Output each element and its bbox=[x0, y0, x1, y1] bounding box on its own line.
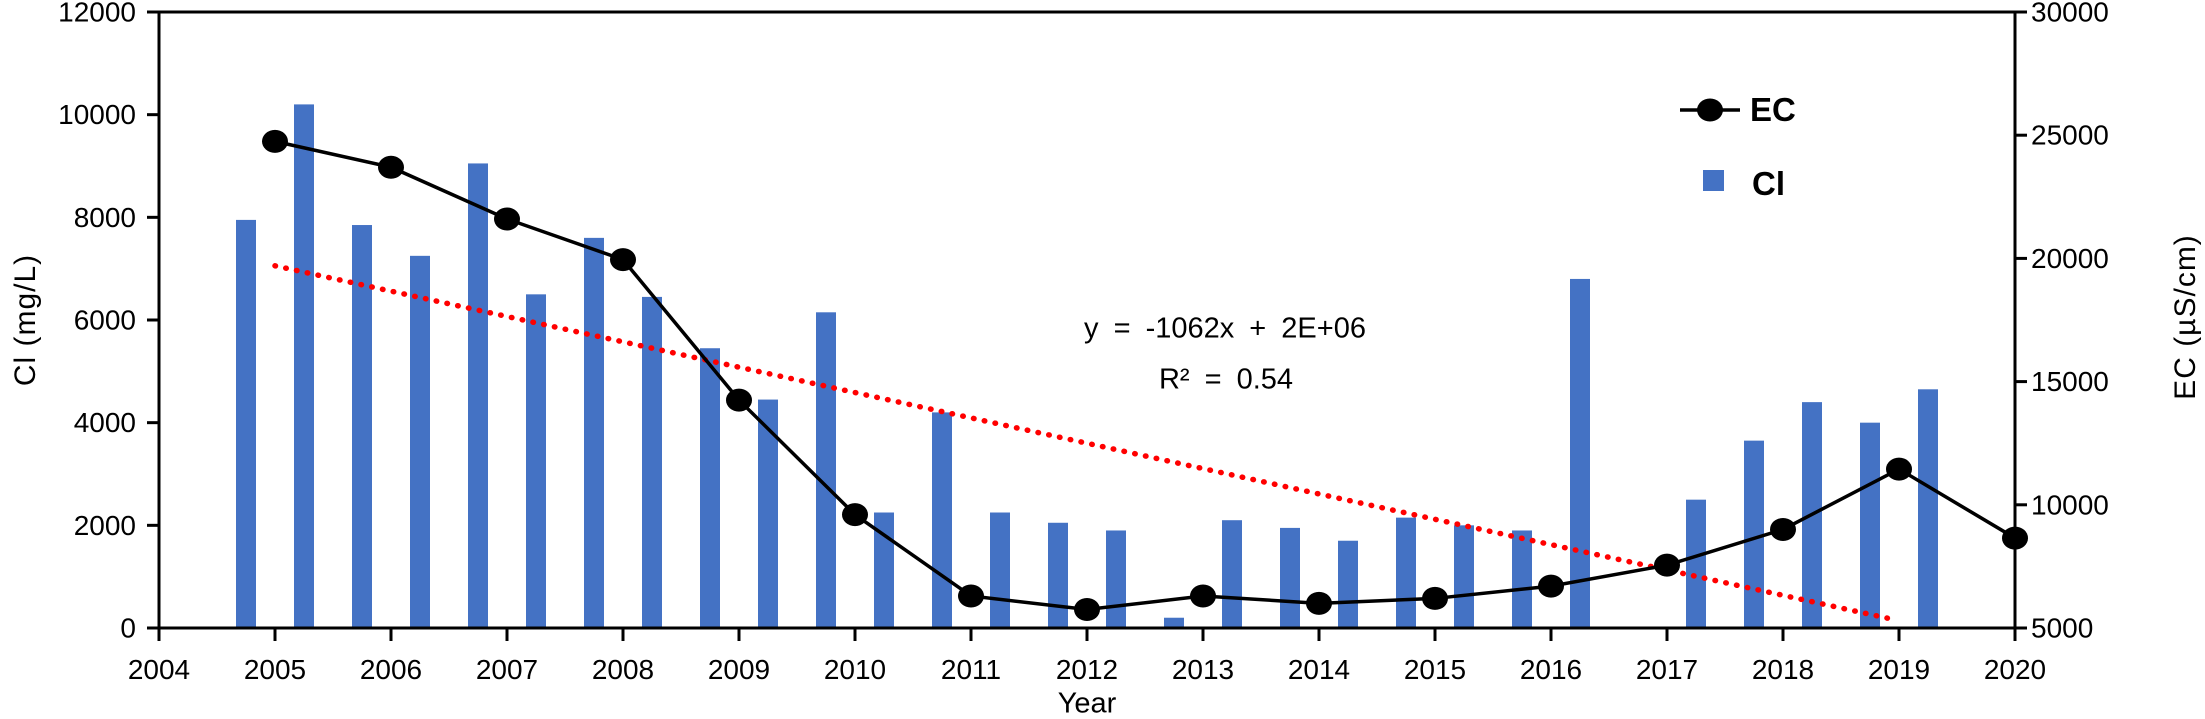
cl-bar bbox=[1454, 525, 1474, 628]
cl-square-marker-icon bbox=[1703, 170, 1724, 191]
cl-bar bbox=[526, 294, 546, 628]
ec-point bbox=[1074, 598, 1100, 622]
x-axis-tick-label: 2020 bbox=[1984, 654, 2046, 685]
cl-bar bbox=[1744, 440, 1764, 628]
cl-bar bbox=[294, 104, 314, 628]
left-axis-tick-label: 12000 bbox=[58, 0, 136, 28]
x-axis-tick-label: 2016 bbox=[1520, 654, 1582, 685]
ec-point bbox=[1306, 591, 1332, 615]
left-axis-title: Cl (mg/L) bbox=[9, 253, 42, 387]
left-axis-tick-label: 2000 bbox=[74, 510, 136, 541]
ec-point bbox=[494, 207, 520, 231]
cl-bar bbox=[1338, 540, 1358, 628]
cl-bar bbox=[700, 348, 720, 628]
ec-point bbox=[378, 155, 404, 179]
ec-point bbox=[1654, 553, 1680, 577]
cl-bar bbox=[1106, 530, 1126, 628]
cl-bar bbox=[1280, 527, 1300, 628]
x-axis-tick-label: 2009 bbox=[708, 654, 770, 685]
right-axis-tick-label: 30000 bbox=[2031, 0, 2109, 28]
ec-point bbox=[1190, 584, 1216, 608]
ec-line-marker-icon bbox=[1680, 98, 1740, 122]
x-axis-tick-label: 2013 bbox=[1172, 654, 1234, 685]
x-axis-tick-label: 2007 bbox=[476, 654, 538, 685]
cl-bar bbox=[642, 296, 662, 628]
ec-point bbox=[958, 584, 984, 608]
cl-bar bbox=[584, 237, 604, 628]
x-axis-tick-label: 2011 bbox=[941, 654, 1001, 685]
ec-legend-dot-icon bbox=[1697, 98, 1723, 122]
left-axis-tick-label: 8000 bbox=[74, 202, 136, 233]
ec-point bbox=[610, 248, 636, 272]
x-axis-tick-label: 2005 bbox=[244, 654, 306, 685]
cl-bar bbox=[1396, 517, 1416, 628]
cl-bar bbox=[1222, 520, 1242, 628]
x-axis-tick-label: 2017 bbox=[1636, 654, 1698, 685]
right-axis-tick-label: 5000 bbox=[2031, 613, 2093, 644]
cl-bar bbox=[1860, 422, 1880, 628]
right-axis-tick-label: 25000 bbox=[2031, 120, 2109, 151]
cl-bar bbox=[990, 512, 1010, 628]
cl-bar bbox=[352, 225, 372, 629]
ec-line bbox=[274, 139, 2016, 612]
cl-bar bbox=[1048, 522, 1068, 628]
x-axis-tick-label: 2012 bbox=[1056, 654, 1118, 685]
left-axis-tick-label: 0 bbox=[120, 613, 136, 644]
x-axis-tick-label: 2018 bbox=[1752, 654, 1814, 685]
ec-point bbox=[842, 503, 868, 527]
cl-bar bbox=[758, 399, 778, 628]
x-axis-tick-label: 2019 bbox=[1868, 654, 1930, 685]
legend-ec-label: EC bbox=[1750, 91, 1796, 128]
cl-bar bbox=[1164, 617, 1184, 628]
trend-r2-label: R² = 0.54 bbox=[1158, 363, 1294, 396]
trendline bbox=[272, 263, 1891, 621]
cl-bar bbox=[410, 255, 430, 629]
x-axis-tick-label: 2014 bbox=[1288, 654, 1350, 685]
cl-bar bbox=[1570, 278, 1590, 628]
ec-point bbox=[1886, 457, 1912, 481]
cl-bar bbox=[236, 219, 256, 628]
x-axis-title: Year bbox=[1057, 687, 1117, 719]
ec-point bbox=[1422, 586, 1448, 610]
cl-bar bbox=[932, 412, 952, 628]
right-axis-title: EC (µS/cm) bbox=[2169, 234, 2202, 400]
trend-equation-label: y = -1062x + 2E+06 bbox=[1084, 312, 1366, 345]
x-axis-tick-label: 2015 bbox=[1404, 654, 1466, 685]
cl-bar bbox=[468, 163, 488, 628]
cl-bar bbox=[874, 512, 894, 628]
left-axis-tick-label: 4000 bbox=[74, 407, 136, 438]
ec-point bbox=[262, 129, 288, 153]
right-axis-tick-label: 20000 bbox=[2031, 243, 2109, 274]
x-axis-tick-label: 2010 bbox=[824, 654, 886, 685]
ec-point bbox=[726, 388, 752, 412]
cl-bar bbox=[816, 312, 836, 628]
ec-point bbox=[1538, 574, 1564, 598]
cl-bar bbox=[1512, 530, 1532, 628]
cl-bar bbox=[1686, 499, 1706, 628]
right-axis-tick-label: 10000 bbox=[2031, 489, 2109, 520]
cl-bar bbox=[1918, 389, 1938, 628]
x-axis-tick-label: 2008 bbox=[592, 654, 654, 685]
left-axis-tick-label: 6000 bbox=[74, 305, 136, 336]
legend-cl-label: Cl bbox=[1752, 165, 1785, 202]
ec-point bbox=[1770, 517, 1796, 541]
x-axis-tick-label: 2004 bbox=[128, 654, 190, 685]
left-axis-tick-label: 10000 bbox=[58, 99, 136, 130]
x-axis-tick-label: 2006 bbox=[360, 654, 422, 685]
right-axis-tick-label: 15000 bbox=[2031, 366, 2109, 397]
